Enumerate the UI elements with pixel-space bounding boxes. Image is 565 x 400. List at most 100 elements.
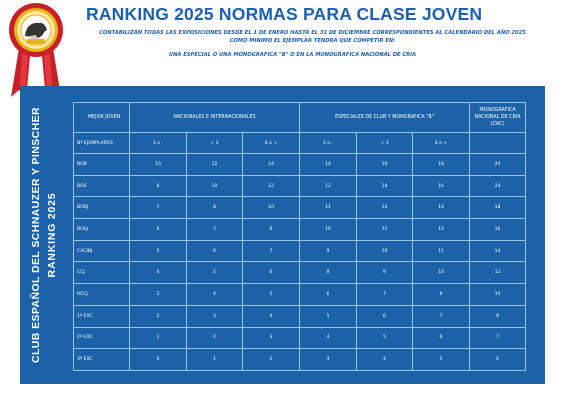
- table-cell: 12: [469, 261, 527, 285]
- table-cell: 10: [469, 283, 527, 306]
- table-cell: 8: [241, 218, 301, 241]
- subheader-cell: 6 o +: [412, 132, 471, 154]
- table-cell: 14: [469, 239, 527, 263]
- table-cell: 6: [469, 348, 527, 371]
- table-cell: 14: [241, 153, 301, 176]
- table-row: 3º EXC 0 1 2 3 4 5 6: [73, 348, 527, 371]
- table-cell: 7: [129, 196, 187, 220]
- table-cell: 16: [356, 153, 414, 176]
- subheader-cell: + 3: [186, 132, 243, 154]
- table-cell: 3: [186, 304, 243, 328]
- page-title: RANKING 2025 NORMAS PARA CLASE JOVEN: [86, 4, 483, 24]
- table-header-row: MEJOR JOVEN NACIONALES E INTERNACIONALES…: [73, 102, 527, 133]
- table-cell: 18: [469, 196, 527, 220]
- table-cell: 6: [129, 218, 187, 241]
- table-cell: 3: [129, 283, 187, 306]
- table-cell: 5: [241, 283, 301, 306]
- header-especiales: ESPECIALES DE CLUB Y MONGRAFICA "B": [299, 102, 471, 133]
- row-label: BOBJ: [73, 196, 130, 220]
- table-cell: 20: [469, 153, 527, 176]
- row-label: BOS: [73, 174, 130, 198]
- subtitle-line-2: COMO MINIMO EL EJEMPLAR TENDRA QUE COMPE…: [229, 38, 396, 44]
- table-cell: 8: [412, 283, 471, 306]
- subheader-cell: [469, 132, 527, 154]
- table-row: RCCJ 3 4 5 6 7 8 10: [73, 283, 527, 306]
- table-cell: 9: [356, 261, 414, 285]
- table-cell: 4: [241, 304, 301, 328]
- table-cell: 12: [299, 174, 358, 198]
- table-cell: 3: [299, 348, 358, 371]
- table-row: BOSJ 6 7 8 10 11 12 16: [73, 218, 527, 241]
- table-cell: 16: [412, 174, 471, 198]
- table-cell: 5: [299, 304, 358, 328]
- side-title-club: CLUB ESPAÑOL DEL SCHNAUZER Y PINSCHER: [30, 107, 42, 363]
- table-cell: 10: [186, 174, 243, 198]
- table-cell: 2: [241, 348, 301, 371]
- row-label: CACIBJ: [73, 239, 130, 263]
- table-cell: 6: [241, 261, 301, 285]
- table-cell: 5: [186, 261, 243, 285]
- table-cell: 8: [129, 174, 187, 198]
- table-cell: 5: [129, 239, 187, 263]
- table-subheader-row: Nº EJEMPLARES 3 o - + 3 6 o + 3 o - + 3 …: [73, 132, 527, 154]
- table-cell: 10: [356, 239, 414, 263]
- table-cell: 12: [186, 153, 243, 176]
- row-label: RCCJ: [73, 283, 130, 306]
- table-cell: 18: [412, 153, 471, 176]
- ranking-table: MEJOR JOVEN NACIONALES E INTERNACIONALES…: [73, 102, 527, 371]
- row-label: BOB: [73, 153, 130, 176]
- table-row: 1º EXC. 2 3 4 5 6 7 8: [73, 304, 527, 328]
- header-nacionales: NACIONALES E INTERNACIONALES: [128, 102, 301, 133]
- table-cell: 14: [299, 153, 358, 176]
- table-cell: 12: [241, 174, 301, 198]
- subheader-cell: + 3: [356, 132, 414, 154]
- table-cell: 7: [356, 283, 414, 306]
- table-cell: 7: [241, 239, 301, 263]
- table-row: CACIBJ 5 6 7 9 10 11 14: [73, 239, 527, 263]
- table-cell: 6: [186, 239, 243, 263]
- subheader-cell: Nº EJEMPLARES: [73, 132, 130, 154]
- table-cell: 4: [299, 326, 358, 350]
- header-mejor-joven: MEJOR JOVEN: [73, 102, 130, 133]
- table-row: BOBJ 7 8 10 11 12 14 18: [73, 196, 527, 220]
- table-cell: 14: [412, 196, 471, 220]
- table-cell: 9: [299, 239, 358, 263]
- table-cell: 11: [356, 218, 414, 241]
- table-cell: 6: [412, 326, 471, 350]
- table-cell: 16: [469, 218, 527, 241]
- table-cell: 8: [469, 304, 527, 328]
- subtitle-line-3: UNA ESPECIAL O UNA MONOGRAFICA "B" O EN …: [168, 52, 417, 58]
- table-cell: 6: [299, 283, 358, 306]
- subtitle-line-1: CONTABILIZAN TODAS LAS EXPOSICIONES DESD…: [99, 30, 526, 36]
- table-cell: 24: [469, 174, 527, 198]
- table-cell: 12: [356, 196, 414, 220]
- row-label: 1º EXC.: [73, 304, 130, 328]
- table-cell: 1: [186, 348, 243, 371]
- table-cell: 5: [356, 326, 414, 350]
- row-label: BOSJ: [73, 218, 130, 241]
- table-row: BOS 8 10 12 12 14 16 24: [73, 174, 527, 198]
- side-title-ranking: RANKING 2025: [46, 192, 58, 278]
- table-cell: 5: [412, 348, 471, 371]
- subheader-cell: 6 o +: [241, 132, 301, 154]
- table-row: CCJ 4 5 6 8 9 10 12: [73, 261, 527, 285]
- table-cell: 4: [356, 348, 414, 371]
- table-cell: 11: [412, 239, 471, 263]
- table-cell: 4: [186, 283, 243, 306]
- table-row: 2º EXC. 1 2 3 4 5 6 7: [73, 326, 527, 350]
- table-cell: 10: [129, 153, 187, 176]
- table-cell: 10: [241, 196, 301, 220]
- table-cell: 12: [412, 218, 471, 241]
- table-row: BOB 10 12 14 14 16 18 20: [73, 153, 527, 176]
- table-cell: 2: [186, 326, 243, 350]
- table-cell: 7: [186, 218, 243, 241]
- side-title: CLUB ESPAÑOL DEL SCHNAUZER Y PINSCHER RA…: [21, 95, 67, 375]
- table-cell: 0: [129, 348, 187, 371]
- table-cell: 14: [356, 174, 414, 198]
- row-label: 2º EXC.: [73, 326, 130, 350]
- table-cell: 1: [129, 326, 187, 350]
- table-cell: 10: [299, 218, 358, 241]
- club-rosette-medal-icon: [9, 3, 63, 100]
- table-cell: 8: [186, 196, 243, 220]
- table-cell: 8: [299, 261, 358, 285]
